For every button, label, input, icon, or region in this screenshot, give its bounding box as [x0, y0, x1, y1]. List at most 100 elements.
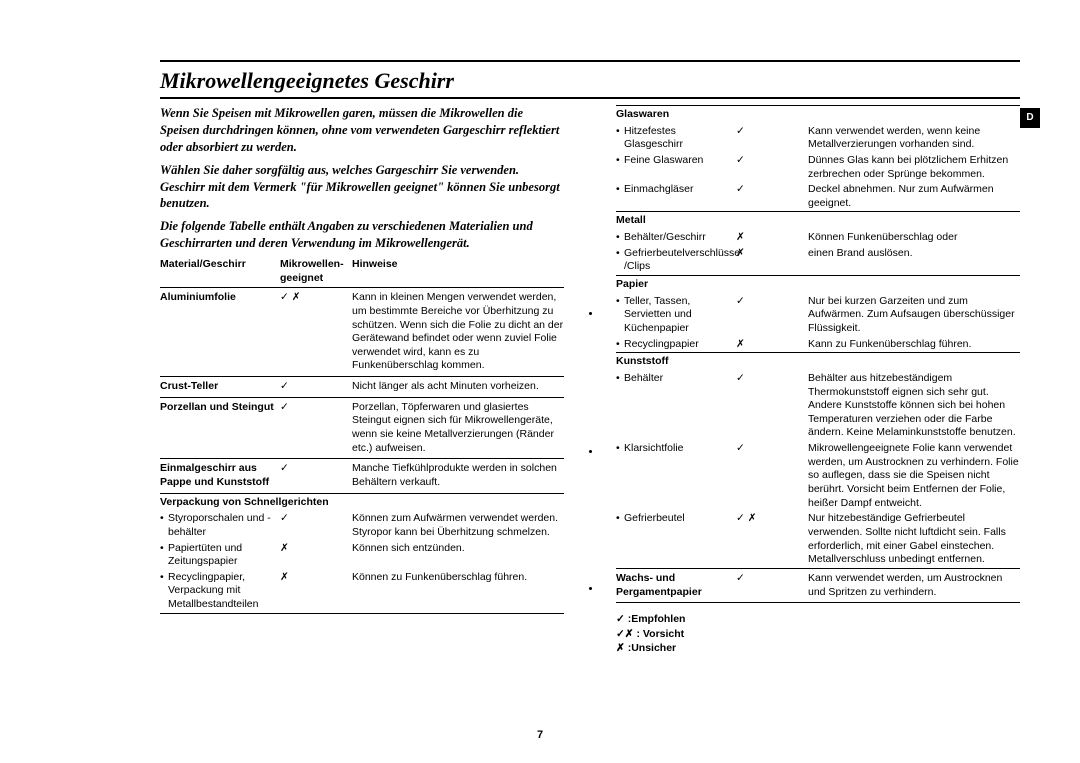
legend-recommended: ✓ :Empfohlen — [616, 613, 1020, 627]
bullet-icon: • — [616, 295, 624, 336]
legend-caution: ✓✗ : Vorsicht — [616, 628, 1020, 642]
sub-label: Hitzefestes Glasgeschirr — [624, 125, 736, 152]
mw-cell: ✓ — [736, 572, 808, 599]
sub-text: Kann zu Funkenüberschlag führen. — [808, 338, 1020, 352]
hint-cell: Porzellan, Töpferwaren und glasiertes St… — [352, 401, 564, 456]
top-rule — [160, 60, 1020, 62]
legend: ✓ :Empfohlen ✓✗ : Vorsicht ✗ :Unsicher — [616, 613, 1020, 656]
sub-label: Klarsichtfolie — [624, 442, 736, 510]
bullet-icon: • — [160, 542, 168, 569]
page-title: Mikrowellengeeignetes Geschirr — [160, 68, 1020, 94]
manual-page: Mikrowellengeeignetes Geschirr Wenn Sie … — [0, 0, 1080, 763]
section-header: Papier — [616, 276, 1020, 294]
sub-row: •Teller, Tassen, Servietten und Küchenpa… — [616, 294, 1020, 337]
dot-icon — [589, 450, 592, 453]
sub-row: •Behälter✓Behälter aus hitzebeständigem … — [616, 371, 1020, 441]
sub-text: Dünnes Glas kann bei plötzlichem Erhitze… — [808, 154, 1020, 181]
sub-mw: ✓ — [736, 154, 808, 181]
sub-text: Behälter aus hitzebeständigem Thermokuns… — [808, 372, 1020, 440]
sub-label: Teller, Tassen, Servietten und Küchenpap… — [624, 295, 736, 336]
subheader-schnell: Verpackung von Schnellgerichten — [160, 494, 564, 512]
material-cell: Wachs- und Pergamentpapier — [616, 572, 736, 599]
left-column: Wenn Sie Speisen mit Mikrowellen garen, … — [160, 105, 564, 657]
sub-label: Gefrierbeutelverschlüsse /Clips — [624, 247, 736, 274]
bullet-icon: • — [616, 372, 624, 440]
table-header: Material/Geschirr Mikrowellen-geeignet H… — [160, 258, 564, 288]
intro-p3: Die folgende Tabelle enthält Angaben zu … — [160, 218, 564, 252]
content-columns: Wenn Sie Speisen mit Mikrowellen garen, … — [160, 105, 1020, 657]
sub-label: Gefrierbeutel — [624, 512, 736, 567]
bullet-icon: • — [160, 571, 168, 612]
sub-row: •Recyclingpapier✗Kann zu Funkenüberschla… — [616, 337, 1020, 353]
section-header: Metall — [616, 212, 1020, 230]
hint-cell: Manche Tiefkühlprodukte werden in solche… — [352, 462, 564, 489]
bullet-icon: • — [160, 512, 168, 539]
sub-label: Styroporschalen und -behälter — [168, 512, 280, 539]
right-column: Glaswaren •Hitzefestes Glasgeschirr✓Kann… — [616, 105, 1020, 657]
sub-label: Einmachgläser — [624, 183, 736, 210]
sub-mw: ✓ — [280, 512, 352, 539]
sub-text: Können sich entzünden. — [352, 542, 564, 569]
legend-unsafe: ✗ :Unsicher — [616, 642, 1020, 656]
bullet-icon: • — [616, 183, 624, 210]
sub-row: •Klarsichtfolie✓Mikrowellengeeignete Fol… — [616, 441, 1020, 511]
hint-cell: Nicht länger als acht Minuten vorheizen. — [352, 380, 564, 394]
sub-label: Behälter — [624, 372, 736, 440]
sub-mw: ✓ — [736, 372, 808, 440]
sub-row: • Styroporschalen und -behälter ✓ Können… — [160, 511, 564, 540]
sub-row: •Gefrierbeutel✓ ✗Nur hitzebeständige Gef… — [616, 511, 1020, 568]
sub-mw: ✓ ✗ — [736, 512, 808, 567]
dot-icon — [589, 587, 592, 590]
table-row: Aluminiumfolie ✓ ✗ Kann in kleinen Menge… — [160, 288, 564, 377]
bullet-icon: • — [616, 512, 624, 567]
sub-mw: ✓ — [736, 442, 808, 510]
sub-label: Recyclingpapier — [624, 338, 736, 352]
table-row: Crust-Teller ✓ Nicht länger als acht Min… — [160, 377, 564, 398]
sub-row: •Gefrierbeutelverschlüsse /Clips✗einen B… — [616, 246, 1020, 275]
bullet-icon: • — [616, 338, 624, 352]
sub-text: Nur bei kurzen Garzeiten und zum Aufwärm… — [808, 295, 1020, 336]
th-material: Material/Geschirr — [160, 258, 280, 285]
mw-cell: ✓ — [280, 380, 352, 394]
sub-text: Mikrowellengeeignete Folie kann verwende… — [808, 442, 1020, 510]
hint-cell: Kann verwendet werden, um Austrocknen un… — [808, 572, 1020, 599]
sub-mw: ✗ — [280, 571, 352, 612]
dot-icon — [589, 312, 592, 315]
sub-mw: ✓ — [736, 125, 808, 152]
table-row: Einmalgeschirr aus Pappe und Kunststoff … — [160, 459, 564, 493]
sub-row: •Feine Glaswaren✓Dünnes Glas kann bei pl… — [616, 153, 1020, 182]
sub-row: •Einmachgläser✓Deckel abnehmen. Nur zum … — [616, 182, 1020, 211]
sub-row: • Recyclingpapier, Verpackung mit Metall… — [160, 570, 564, 613]
sub-text: Können Funkenüberschlag oder — [808, 231, 1020, 245]
bullet-icon: • — [616, 442, 624, 510]
bullet-icon: • — [616, 247, 624, 274]
material-cell: Crust-Teller — [160, 380, 280, 394]
sub-text: Deckel abnehmen. Nur zum Aufwärmen geeig… — [808, 183, 1020, 210]
section-header: Kunststoff — [616, 353, 1020, 371]
sub-row: •Behälter/Geschirr✗Können Funkenüberschl… — [616, 230, 1020, 246]
mw-cell: ✓ ✗ — [280, 291, 352, 373]
sub-text: Nur hitzebeständige Gefrierbeutel verwen… — [808, 512, 1020, 567]
intro-p2: Wählen Sie daher sorgfältig aus, welches… — [160, 162, 564, 213]
material-cell: Aluminiumfolie — [160, 291, 280, 373]
bullet-icon: • — [616, 154, 624, 181]
material-cell: Einmalgeschirr aus Pappe und Kunststoff — [160, 462, 280, 489]
sub-mw: ✗ — [736, 247, 808, 274]
sub-mw: ✓ — [736, 295, 808, 336]
material-cell: Porzellan und Steingut — [160, 401, 280, 456]
bottom-rule-left — [160, 613, 564, 614]
separator-dots — [586, 105, 594, 657]
sub-mw: ✗ — [736, 338, 808, 352]
sub-text: Kann verwendet werden, wenn keine Metall… — [808, 125, 1020, 152]
mw-cell: ✓ — [280, 462, 352, 489]
table-row: Porzellan und Steingut ✓ Porzellan, Töpf… — [160, 398, 564, 460]
sub-label: Behälter/Geschirr — [624, 231, 736, 245]
sub-row: • Papiertüten und Zeitungspapier ✗ Könne… — [160, 541, 564, 570]
sub-text: Können zu Funkenüberschlag führen. — [352, 571, 564, 612]
section-header: Glaswaren — [616, 106, 1020, 124]
sub-text: einen Brand auslösen. — [808, 247, 1020, 274]
section-tab: D — [1020, 108, 1040, 128]
sub-mw: ✗ — [736, 231, 808, 245]
intro-p1: Wenn Sie Speisen mit Mikrowellen garen, … — [160, 105, 564, 156]
page-number: 7 — [537, 729, 543, 741]
